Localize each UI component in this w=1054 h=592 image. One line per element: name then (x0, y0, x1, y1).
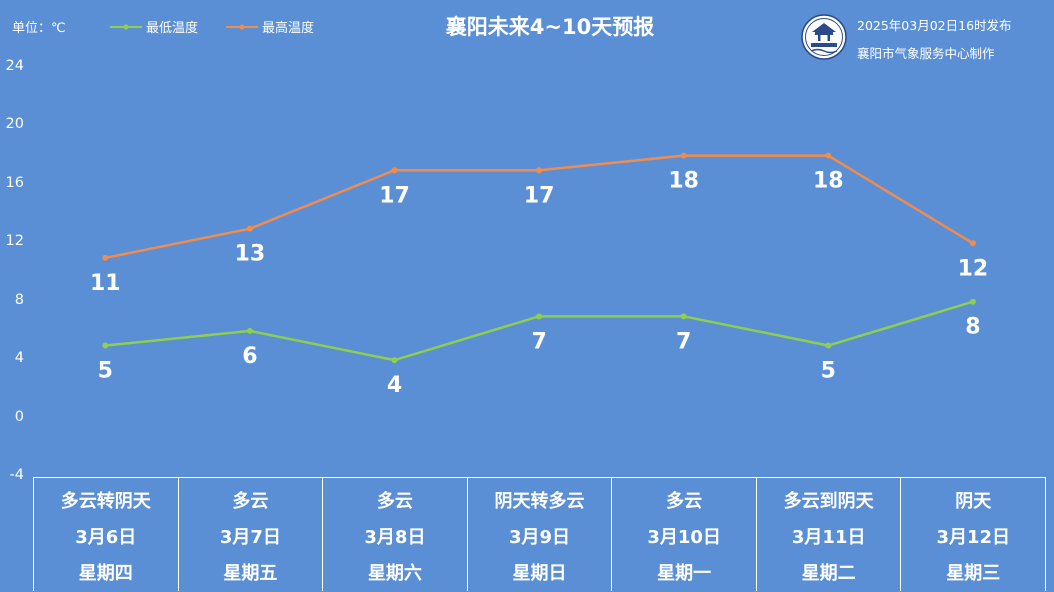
forecast-weather: 多云到阴天 (783, 491, 874, 512)
forecast-weekday: 星期六 (367, 563, 422, 584)
data-point-max (680, 152, 687, 159)
data-label-max: 17 (379, 183, 410, 208)
forecast-weather: 多云 (666, 491, 703, 512)
y-tick-label: -4 (9, 467, 24, 483)
data-point-max (536, 167, 543, 174)
data-label-min: 6 (242, 344, 257, 369)
forecast-cell: 多云到阴天 3月11日星期二 (757, 478, 902, 591)
legend-swatch-max (226, 24, 258, 29)
data-label-min: 7 (531, 329, 546, 354)
forecast-weather: 阴天转多云 (494, 491, 585, 512)
forecast-weather: 阴天 (955, 491, 992, 512)
forecast-cell: 多云 3月8日星期六 (323, 478, 468, 591)
y-tick-label: 8 (14, 291, 24, 308)
data-label-min: 5 (98, 359, 113, 384)
y-tick-label: 4 (14, 350, 24, 367)
weather-service-seal-icon (801, 14, 847, 60)
forecast-date: 3月10日 (647, 527, 721, 548)
data-label-min: 7 (676, 329, 691, 354)
data-point-min (680, 313, 687, 320)
data-point-max (969, 240, 976, 247)
data-point-min (969, 298, 976, 305)
legend-item-max: 最高温度 (226, 17, 314, 36)
forecast-date: 3月7日 (219, 527, 281, 548)
forecast-cell: 阴天转多云 3月9日星期日 (468, 478, 613, 591)
data-point-max (246, 225, 253, 232)
y-tick-label: 24 (5, 58, 24, 74)
forecast-table: 多云转阴天 3月6日星期四 多云 3月7日星期五 多云 3月8日星期六 阴天转多云 3月9日星… (33, 477, 1047, 591)
data-point-min (246, 327, 253, 334)
data-label-min: 8 (965, 315, 980, 340)
data-point-max (102, 254, 109, 261)
forecast-weekday: 星期五 (223, 563, 278, 584)
forecast-weather: 多云转阴天 (60, 491, 151, 512)
issuer-label: 襄阳市气象服务中心制作 (857, 46, 995, 61)
data-label-max: 18 (668, 169, 699, 194)
data-label-max: 18 (813, 169, 844, 194)
chart-title: 襄阳未来4~10天预报 (445, 15, 655, 39)
data-point-min (391, 357, 398, 364)
forecast-weekday: 星期四 (78, 563, 133, 584)
forecast-cell: 多云 3月10日星期一 (612, 478, 757, 591)
forecast-weekday: 星期三 (946, 563, 1001, 584)
data-label-max: 17 (524, 183, 555, 208)
legend-swatch-min (110, 24, 142, 29)
legend-item-min: 最低温度 (110, 17, 198, 36)
forecast-weekday: 星期二 (801, 563, 856, 584)
forecast-cell: 阴天 3月12日星期三 (901, 478, 1047, 591)
y-tick-label: 12 (5, 233, 24, 250)
legend-label-max: 最高温度 (262, 21, 315, 36)
forecast-cell: 多云 3月7日星期五 (179, 478, 324, 591)
legend-label-min: 最低温度 (146, 21, 199, 36)
forecast-date: 3月6日 (75, 527, 137, 548)
data-point-max (391, 167, 398, 174)
data-point-min (536, 313, 543, 320)
forecast-date: 3月12日 (936, 527, 1011, 548)
data-point-min (102, 342, 109, 349)
unit-label: 单位：℃ (12, 21, 66, 36)
forecast-weekday: 星期一 (657, 563, 712, 584)
data-label-max: 12 (958, 256, 989, 281)
data-label-max: 11 (90, 271, 121, 296)
data-label-min: 5 (821, 359, 836, 384)
y-tick-label: 0 (14, 408, 24, 425)
forecast-weekday: 星期日 (512, 563, 567, 584)
forecast-weather: 多云 (232, 491, 269, 512)
data-point-min (825, 342, 832, 349)
issue-time: 2025年03月02日16时发布 (857, 18, 1012, 33)
forecast-date: 3月8日 (364, 527, 426, 548)
y-tick-label: 16 (5, 174, 24, 191)
forecast-date: 3月11日 (791, 527, 866, 548)
forecast-weather: 多云 (376, 491, 413, 512)
forecast-cell: 多云转阴天 3月6日星期四 (34, 478, 179, 591)
data-label-max: 13 (235, 242, 266, 267)
y-tick-label: 20 (5, 116, 24, 133)
forecast-date: 3月9日 (508, 527, 571, 548)
data-point-max (825, 152, 832, 159)
data-label-min: 4 (387, 373, 402, 398)
